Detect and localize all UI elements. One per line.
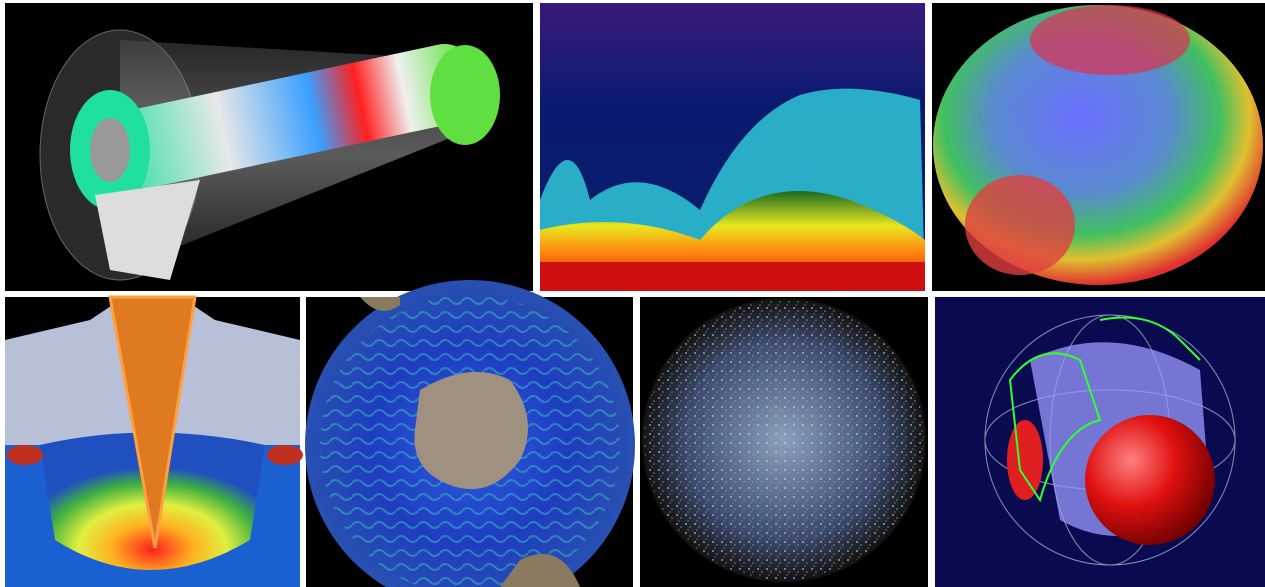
penetration-panel — [5, 295, 303, 587]
turbine-panel — [5, 3, 533, 291]
earth-panel — [935, 297, 1265, 587]
network-panel — [640, 297, 928, 587]
plume-panel — [540, 3, 925, 291]
brain-panel — [932, 3, 1265, 291]
ocean-panel — [305, 280, 635, 587]
